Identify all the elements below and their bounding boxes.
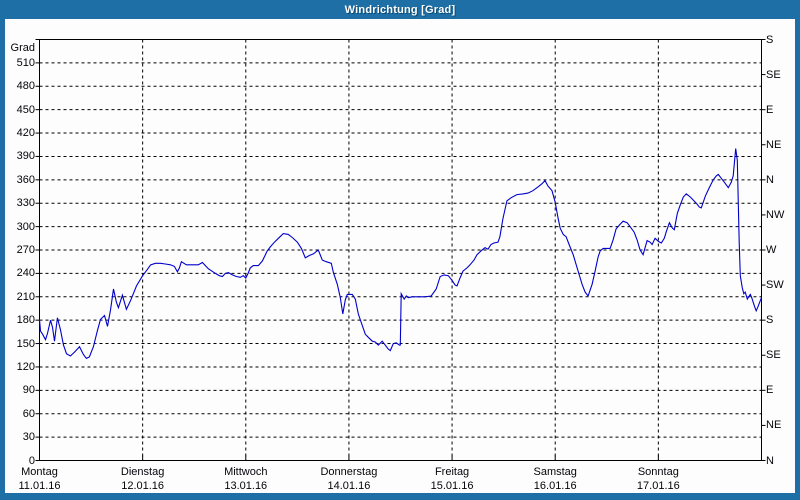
day-label: Freitag: [434, 466, 470, 478]
day-label: Sonntag: [637, 466, 679, 478]
y-tick-label: 300: [16, 220, 35, 233]
day-label: Samstag: [533, 466, 577, 478]
date-label: 14.01.16: [327, 480, 371, 492]
y-tick-label: 120: [16, 360, 35, 373]
y-tick-label: 480: [16, 80, 35, 93]
right-tick-label: S: [766, 33, 774, 46]
right-tick-label: SE: [766, 68, 781, 81]
day-label: Dienstag: [120, 466, 165, 478]
date-label: 13.01.16: [224, 480, 268, 492]
day-label: Montag: [21, 466, 58, 478]
right-tick-label: NW: [766, 208, 785, 221]
day-label: Mittwoch: [224, 466, 268, 478]
right-tick-label: W: [766, 244, 777, 256]
right-tick-label: N: [766, 173, 774, 186]
y-tick-label: 510: [16, 56, 35, 69]
right-tick-label: E: [766, 384, 774, 397]
right-tick-label: NE: [766, 419, 782, 432]
date-label: 17.01.16: [636, 480, 680, 492]
window-title-bar: Windrichtung [Grad]: [0, 0, 800, 19]
right-tick-label: NE: [766, 138, 782, 151]
y-tick-label: 240: [16, 267, 35, 280]
y-tick-label: 0: [28, 454, 35, 467]
wind-direction-series-line: [38, 148, 763, 360]
y-tick-label: 30: [22, 431, 35, 444]
y-tick-label: 270: [16, 244, 35, 256]
date-label: 11.01.16: [18, 480, 61, 492]
right-tick-label: SW: [766, 279, 784, 292]
y-tick-label: 60: [22, 407, 35, 420]
right-tick-label: S: [766, 314, 774, 327]
y-tick-label: 210: [16, 290, 35, 303]
window-title: Windrichtung [Grad]: [344, 3, 456, 16]
right-tick-label: E: [766, 103, 774, 116]
date-label: 12.01.16: [121, 480, 165, 492]
date-label: 16.01.16: [533, 480, 577, 492]
y-tick-label: 450: [16, 103, 35, 116]
y-tick-label: 180: [16, 314, 35, 327]
y-tick-label: 420: [16, 127, 35, 140]
y-tick-label: 330: [16, 197, 35, 210]
y-axis-title: Grad: [10, 42, 35, 54]
y-tick-label: 360: [16, 173, 35, 186]
right-tick-label: SE: [766, 349, 781, 362]
date-label: 15.01.16: [430, 480, 474, 492]
day-label: Donnerstag: [320, 466, 378, 478]
y-tick-label: 90: [22, 384, 35, 397]
y-tick-label: 150: [16, 337, 35, 350]
right-tick-label: N: [766, 454, 774, 467]
y-tick-label: 390: [16, 150, 35, 163]
